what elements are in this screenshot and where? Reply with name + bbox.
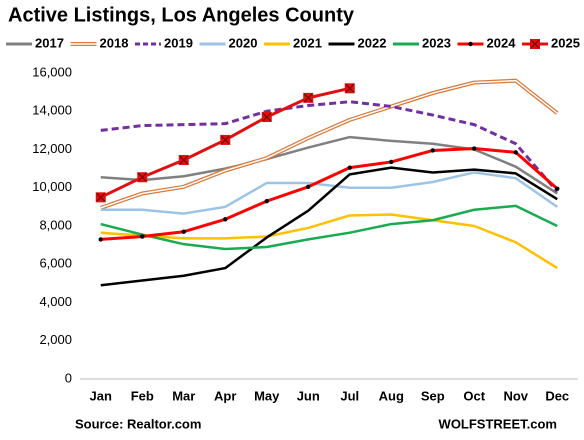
source: Source: Realtor.com <box>75 416 201 431</box>
marker <box>95 192 106 203</box>
y-tick-label: 8,000 <box>39 217 72 232</box>
series-line <box>100 204 558 251</box>
legend-label: 2018 <box>100 35 129 50</box>
marker <box>344 83 355 94</box>
x-tick-label: Jun <box>297 388 320 403</box>
x-tick-label: Jan <box>90 388 112 403</box>
series-line-inner <box>100 79 558 209</box>
marker <box>472 146 477 151</box>
legend-label: 2023 <box>422 35 451 50</box>
legend-label: 2022 <box>358 35 387 50</box>
series-line <box>100 213 558 270</box>
series-line <box>100 147 559 241</box>
marker <box>430 148 435 153</box>
x-tick-label: May <box>254 388 280 403</box>
legend-marker-x <box>530 39 540 49</box>
y-tick-label: 2,000 <box>39 332 72 347</box>
marker <box>178 155 189 166</box>
y-tick-label: 14,000 <box>32 103 72 118</box>
marker <box>264 198 269 204</box>
marker <box>181 229 186 234</box>
y-tick-label: 4,000 <box>39 294 72 309</box>
series-line <box>100 166 558 287</box>
legend-label: 2021 <box>293 35 322 50</box>
legend-label: 2024 <box>487 35 517 50</box>
marker <box>513 150 518 155</box>
x-tick-label: Mar <box>172 388 195 403</box>
x-tick-label: Nov <box>503 388 528 403</box>
x-tick-label: Jul <box>340 388 359 403</box>
series-line <box>100 135 558 195</box>
x-tick-label: Aug <box>379 388 404 403</box>
x-tick-label: Apr <box>214 388 236 403</box>
legend-label: 2020 <box>229 35 258 50</box>
chart-title: Active Listings, Los Angeles County <box>8 4 355 26</box>
marker <box>223 217 228 222</box>
y-tick-label: 16,000 <box>32 64 72 79</box>
marker <box>555 186 560 191</box>
marker <box>303 92 314 103</box>
x-tick-label: Sep <box>421 388 445 403</box>
marker <box>137 172 148 183</box>
x-tick-label: Oct <box>463 388 485 403</box>
legend-label: 2025 <box>551 35 580 50</box>
marker <box>389 159 394 165</box>
legend-label: 2019 <box>164 35 193 50</box>
series-line <box>100 100 559 193</box>
marker <box>220 134 231 145</box>
y-tick-label: 12,000 <box>32 141 72 156</box>
marker <box>347 165 352 170</box>
legend-marker <box>468 41 473 47</box>
y-tick-label: 10,000 <box>32 179 72 194</box>
legend-label: 2017 <box>35 35 64 50</box>
series-line <box>100 171 558 215</box>
y-tick-label: 0 <box>65 370 72 385</box>
x-tick-label: Feb <box>131 388 154 403</box>
y-tick-label: 6,000 <box>39 256 72 271</box>
x-tick-label: Dec <box>545 388 569 403</box>
marker <box>261 111 272 122</box>
marker <box>306 184 311 189</box>
credit: WOLFSTREET.com <box>439 416 557 431</box>
marker <box>140 234 145 239</box>
marker <box>98 237 103 242</box>
